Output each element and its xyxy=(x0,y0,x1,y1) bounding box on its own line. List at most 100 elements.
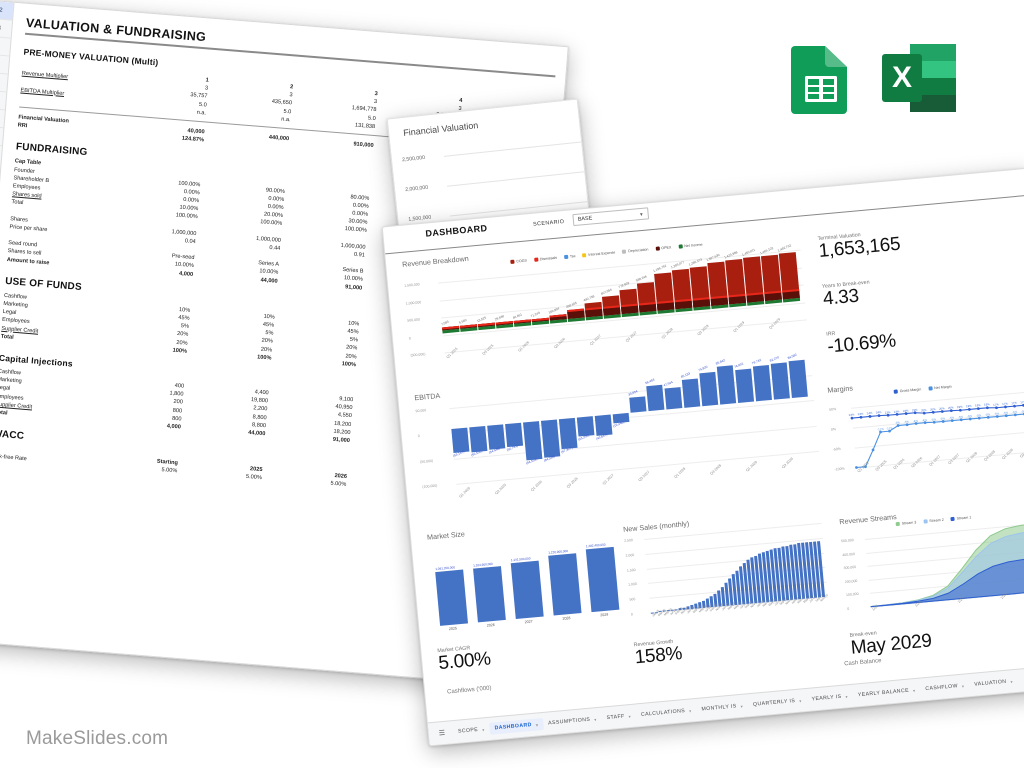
bar[interactable] xyxy=(505,423,523,447)
chevron-down-icon[interactable]: ▾ xyxy=(912,687,916,693)
bar[interactable] xyxy=(540,419,560,459)
chevron-down-icon[interactable]: ▾ xyxy=(845,693,849,699)
all-sheets-icon[interactable]: ☰ xyxy=(438,729,446,738)
kpi-market-cagr: Market CAGR 5.00% xyxy=(437,643,492,675)
chevron-down-icon[interactable]: ▾ xyxy=(481,726,485,732)
legend-item: Stream 1 xyxy=(950,515,971,522)
bar[interactable] xyxy=(664,387,682,410)
legend-item: Stream 2 xyxy=(923,518,944,524)
chart-canvas-revenue-breakdown[interactable]: 1,500,000 1,000,000 500,000 0 (500,000) 7,569… xyxy=(404,243,811,378)
sheet-tab-assumptions[interactable]: ASSUMPTIONS ▾ xyxy=(543,713,603,730)
axis-tick: 0 xyxy=(417,434,420,439)
axis-tick: 500 xyxy=(629,597,636,602)
bar[interactable] xyxy=(735,369,754,404)
bar[interactable] xyxy=(629,396,647,414)
chevron-down-icon[interactable]: ▾ xyxy=(1010,678,1014,684)
sheet-tab-yearly-is[interactable]: YEARLY IS ▾ xyxy=(806,690,853,706)
kpi-value: 5.00% xyxy=(437,648,492,675)
bar[interactable] xyxy=(487,424,505,450)
dashboard-label: DASHBOARD xyxy=(425,222,488,239)
bar-data-label: 29,636 xyxy=(494,314,505,322)
sheet-tab-dashboard[interactable]: DASHBOARD ▾ xyxy=(489,717,544,735)
chevron-down-icon[interactable]: ▾ xyxy=(593,716,597,722)
axis-x-tick: 2026 xyxy=(486,622,495,628)
bar[interactable] xyxy=(752,365,772,402)
bar[interactable] xyxy=(770,362,790,400)
axis-x-tick: Q1 2027 xyxy=(601,473,615,486)
axis-tick: 2,500 xyxy=(623,538,634,543)
bar[interactable] xyxy=(788,359,808,399)
svg-text:X: X xyxy=(892,61,912,94)
tab-label: DASHBOARD xyxy=(494,721,533,732)
bar[interactable] xyxy=(473,565,506,623)
scenario-dropdown[interactable]: BASE ▼ xyxy=(572,207,650,227)
series-line-net-margin xyxy=(855,412,1024,469)
bar[interactable] xyxy=(681,378,700,409)
grid-line xyxy=(447,171,585,187)
tab-label: SCOPE xyxy=(457,726,479,735)
point-data-label: -5% xyxy=(966,413,973,419)
axis-tick: (100,000) xyxy=(422,483,438,489)
bar[interactable] xyxy=(558,418,578,450)
bar[interactable] xyxy=(469,426,488,453)
sheet-tab-quarterly-is[interactable]: QUARTERLY IS ▾ xyxy=(748,694,808,711)
dashboard-sheet[interactable]: DASHBOARD SCENARIO BASE ▼ Revenue Breakd… xyxy=(381,167,1024,747)
bar[interactable] xyxy=(435,570,468,626)
kpi-value: 158% xyxy=(633,643,683,669)
watermark: MakeSlides.com xyxy=(26,728,169,749)
bar-data-label: 1,387,630 xyxy=(705,252,721,263)
legend-swatch xyxy=(582,253,587,258)
bar[interactable] xyxy=(716,365,736,405)
bar[interactable] xyxy=(699,372,718,407)
axis-x-tick: Q1 2028 xyxy=(660,327,674,340)
bar[interactable] xyxy=(451,427,470,453)
chart-canvas-new-sales[interactable]: 2,500 2,000 1,500 1,000 500 0 Jan-25 Mar-25 May-… xyxy=(624,519,833,641)
legend-item: Dismissals xyxy=(533,256,557,262)
chevron-down-icon[interactable]: ▾ xyxy=(535,721,539,728)
bar[interactable] xyxy=(594,414,613,436)
legend-swatch xyxy=(655,246,660,251)
sheet-tab-monthly-is[interactable]: MONTHLY IS ▾ xyxy=(696,699,749,716)
legend-item: Net Margin xyxy=(928,385,952,391)
new-sales-panel: New Sales (monthly) 2,500 2,000 1,500 1,000… xyxy=(623,507,833,643)
chevron-down-icon[interactable]: ▾ xyxy=(798,697,802,704)
page-title: VALUATION & FUNDRAISING xyxy=(25,15,207,45)
axis-tick: 90,000 xyxy=(415,408,427,414)
bar[interactable] xyxy=(523,421,542,460)
bar-data-label: 440,738 xyxy=(582,294,596,303)
bar-data-label: 1,196,752 xyxy=(652,263,668,273)
bar[interactable] xyxy=(646,385,665,412)
sheet-tab-scope[interactable]: SCOPE ▾ xyxy=(453,723,491,738)
legend-item: Depreciation xyxy=(622,247,649,254)
sheet-tab-cashflow[interactable]: CASHFLOW ▾ xyxy=(920,679,970,695)
grid-line xyxy=(443,141,582,157)
chevron-down-icon[interactable]: ▾ xyxy=(628,713,632,719)
axis-x-tick: Q3 2025 xyxy=(481,343,495,356)
area-stream-1 xyxy=(870,556,1024,608)
chevron-down-icon[interactable]: ▾ xyxy=(961,683,965,689)
sheet-tab-calculations[interactable]: CALCULATIONS ▾ xyxy=(636,704,698,721)
bar[interactable] xyxy=(548,553,582,616)
sheet-tab-staff[interactable]: STAFF ▾ xyxy=(601,710,637,725)
chart-canvas-market-size[interactable]: 1,091,200,000 2025 1,104,900,000 2026 1,141,… xyxy=(428,527,627,648)
chevron-down-icon[interactable]: ▾ xyxy=(688,707,692,714)
kpi-terminal-valuation: Terminal Valuation 1,653,165 xyxy=(817,219,1009,262)
bar[interactable] xyxy=(511,560,544,619)
axis-x-tick: Q3 2028 xyxy=(709,463,723,476)
axis-x-tick: Q3 2026 xyxy=(565,476,579,489)
sheet-tab-bar[interactable]: ☰ SCOPE ▾ DASHBOARD ▾ ASSUMPTIONS ▾ STAFF ▾ CALC… xyxy=(427,663,1024,746)
chart-canvas-revenue-streams[interactable]: 500,000 400,000 300,000 200,000 100,000 0 1/25… xyxy=(841,519,1024,629)
tab-label: YEARLY IS xyxy=(811,693,842,703)
sheet-tab-yearly-balance[interactable]: YEARLY BALANCE ▾ xyxy=(852,684,921,702)
legend-swatch xyxy=(895,521,900,527)
chevron-down-icon[interactable]: ▾ xyxy=(740,703,744,709)
axis-x-tick: 2027 xyxy=(524,619,533,625)
point-data-label: -5% xyxy=(1002,410,1009,415)
bar[interactable] xyxy=(586,546,620,613)
legend-label: Stream 2 xyxy=(929,517,944,524)
axis-x-tick: Q1 2028 xyxy=(673,466,687,480)
point-data-label: -5% xyxy=(975,413,982,418)
sheet-tab-valuation[interactable]: VALUATION ▾ xyxy=(969,675,1019,691)
chart-canvas-margins[interactable]: 50% 0% -50% -100% 24% 24% 24% 24% 23% 23% 23% 23% 20… xyxy=(829,388,1024,496)
